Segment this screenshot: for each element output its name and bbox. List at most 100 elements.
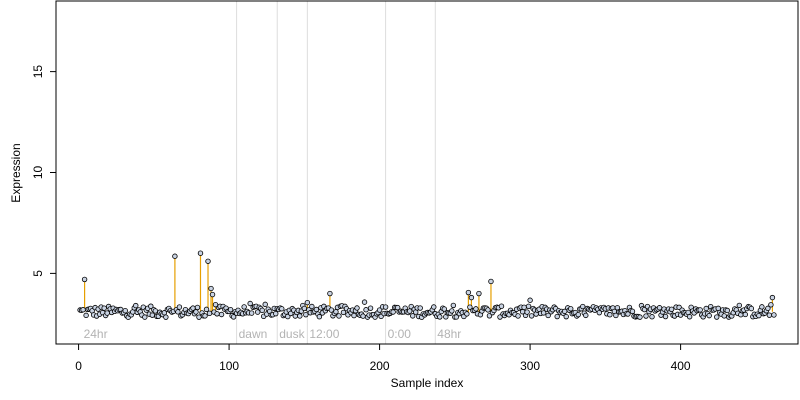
data-point bbox=[528, 313, 535, 319]
data-point bbox=[247, 300, 253, 307]
data-point bbox=[316, 314, 323, 320]
x-axis-title: Sample index bbox=[391, 376, 464, 390]
data-point bbox=[697, 307, 703, 313]
data-point bbox=[297, 313, 303, 319]
data-point bbox=[765, 305, 771, 312]
data-point bbox=[336, 313, 342, 319]
data-point bbox=[706, 312, 712, 319]
data-point bbox=[417, 305, 423, 311]
data-point bbox=[148, 303, 154, 309]
data-point bbox=[524, 309, 530, 315]
region-label: 24hr bbox=[84, 327, 108, 341]
x-tick-label: 400 bbox=[671, 359, 691, 373]
data-point bbox=[163, 314, 169, 320]
data-point bbox=[554, 313, 560, 320]
data-point bbox=[540, 310, 547, 316]
data-point bbox=[441, 306, 448, 312]
data-point bbox=[354, 305, 360, 311]
data-point bbox=[515, 313, 521, 319]
data-point bbox=[580, 303, 586, 310]
data-point bbox=[301, 305, 308, 312]
data-point bbox=[464, 311, 470, 317]
data-point bbox=[625, 311, 631, 317]
y-tick-label: 15 bbox=[31, 65, 45, 79]
region-label: 48hr bbox=[437, 327, 461, 341]
data-point bbox=[486, 313, 493, 319]
data-point bbox=[736, 302, 743, 309]
region-label: 0:00 bbox=[388, 327, 412, 341]
highlight-point bbox=[769, 294, 776, 301]
data-point bbox=[101, 305, 107, 311]
data-point bbox=[467, 304, 473, 310]
data-point bbox=[662, 313, 669, 320]
data-point bbox=[80, 307, 86, 313]
data-point bbox=[756, 312, 762, 319]
data-point bbox=[303, 311, 309, 318]
highlight-point bbox=[212, 301, 219, 308]
data-point bbox=[525, 303, 532, 309]
data-point bbox=[724, 307, 730, 314]
data-point bbox=[649, 314, 655, 320]
highlight-point bbox=[488, 278, 494, 285]
data-point bbox=[149, 312, 156, 318]
data-point bbox=[643, 313, 649, 319]
highlight-point bbox=[476, 290, 482, 297]
data-point bbox=[259, 307, 265, 314]
region-labels: 24hr dawn dusk 12:00 0:00 48hr bbox=[84, 327, 462, 341]
data-point bbox=[254, 309, 261, 315]
plot-frame bbox=[55, 0, 799, 345]
data-point bbox=[340, 309, 347, 316]
data-point bbox=[527, 297, 533, 303]
data-point bbox=[771, 312, 777, 318]
highlight-point bbox=[465, 289, 472, 296]
highlight-point bbox=[205, 258, 211, 264]
data-point bbox=[376, 307, 383, 313]
highlight-point bbox=[81, 276, 88, 283]
data-point bbox=[431, 304, 437, 310]
data-point bbox=[637, 314, 643, 320]
data-point bbox=[382, 304, 389, 310]
highlight-stems bbox=[83, 253, 774, 312]
data-point bbox=[248, 310, 255, 316]
data-point bbox=[194, 304, 201, 311]
data-point bbox=[656, 305, 663, 311]
data-point bbox=[333, 309, 339, 315]
highlight-point bbox=[197, 250, 204, 256]
data-point bbox=[227, 306, 234, 313]
highlight-point bbox=[468, 294, 475, 301]
data-point bbox=[176, 304, 183, 310]
data-point bbox=[214, 311, 220, 317]
data-point bbox=[152, 308, 159, 314]
highlight-point bbox=[208, 285, 214, 292]
y-tick-label: 10 bbox=[31, 166, 45, 180]
data-point bbox=[703, 305, 709, 312]
data-point bbox=[485, 307, 491, 313]
data-point bbox=[759, 304, 765, 310]
data-point bbox=[583, 312, 589, 319]
data-point bbox=[721, 313, 727, 319]
data-point bbox=[193, 309, 199, 315]
region-label: dusk bbox=[279, 327, 305, 341]
data-point bbox=[607, 312, 613, 318]
data-point bbox=[748, 305, 755, 312]
data-point bbox=[498, 303, 505, 309]
data-point bbox=[133, 302, 139, 309]
data-point bbox=[142, 314, 148, 320]
data-point bbox=[313, 306, 320, 313]
data-point bbox=[83, 312, 89, 319]
data-point bbox=[241, 304, 247, 310]
data-point bbox=[273, 310, 279, 317]
data-point bbox=[328, 307, 335, 313]
data-point bbox=[768, 302, 774, 308]
data-point bbox=[351, 312, 357, 319]
data-point bbox=[545, 312, 551, 319]
data-point bbox=[361, 299, 368, 305]
data-point bbox=[596, 309, 603, 316]
data-point bbox=[309, 303, 315, 310]
data-point bbox=[218, 311, 225, 318]
region-label: 12:00 bbox=[309, 327, 339, 341]
highlight-point bbox=[172, 253, 178, 259]
data-point bbox=[279, 306, 285, 312]
data-point bbox=[367, 305, 374, 311]
data-point bbox=[450, 302, 457, 309]
